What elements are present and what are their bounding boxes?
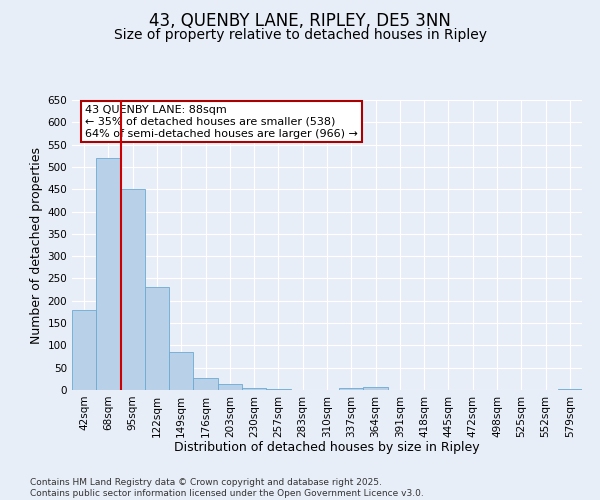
Bar xyxy=(364,388,388,390)
Bar xyxy=(266,389,290,390)
Bar xyxy=(339,388,364,390)
Bar xyxy=(193,378,218,390)
Text: Size of property relative to detached houses in Ripley: Size of property relative to detached ho… xyxy=(113,28,487,42)
Bar xyxy=(218,384,242,390)
Text: Contains HM Land Registry data © Crown copyright and database right 2025.
Contai: Contains HM Land Registry data © Crown c… xyxy=(30,478,424,498)
Text: 43, QUENBY LANE, RIPLEY, DE5 3NN: 43, QUENBY LANE, RIPLEY, DE5 3NN xyxy=(149,12,451,30)
Bar xyxy=(169,352,193,390)
Bar xyxy=(72,310,96,390)
Bar xyxy=(96,158,121,390)
Y-axis label: Number of detached properties: Number of detached properties xyxy=(30,146,43,344)
Bar xyxy=(558,388,582,390)
Bar xyxy=(145,288,169,390)
Bar xyxy=(121,189,145,390)
X-axis label: Distribution of detached houses by size in Ripley: Distribution of detached houses by size … xyxy=(174,441,480,454)
Bar xyxy=(242,388,266,390)
Text: 43 QUENBY LANE: 88sqm
← 35% of detached houses are smaller (538)
64% of semi-det: 43 QUENBY LANE: 88sqm ← 35% of detached … xyxy=(85,106,358,138)
